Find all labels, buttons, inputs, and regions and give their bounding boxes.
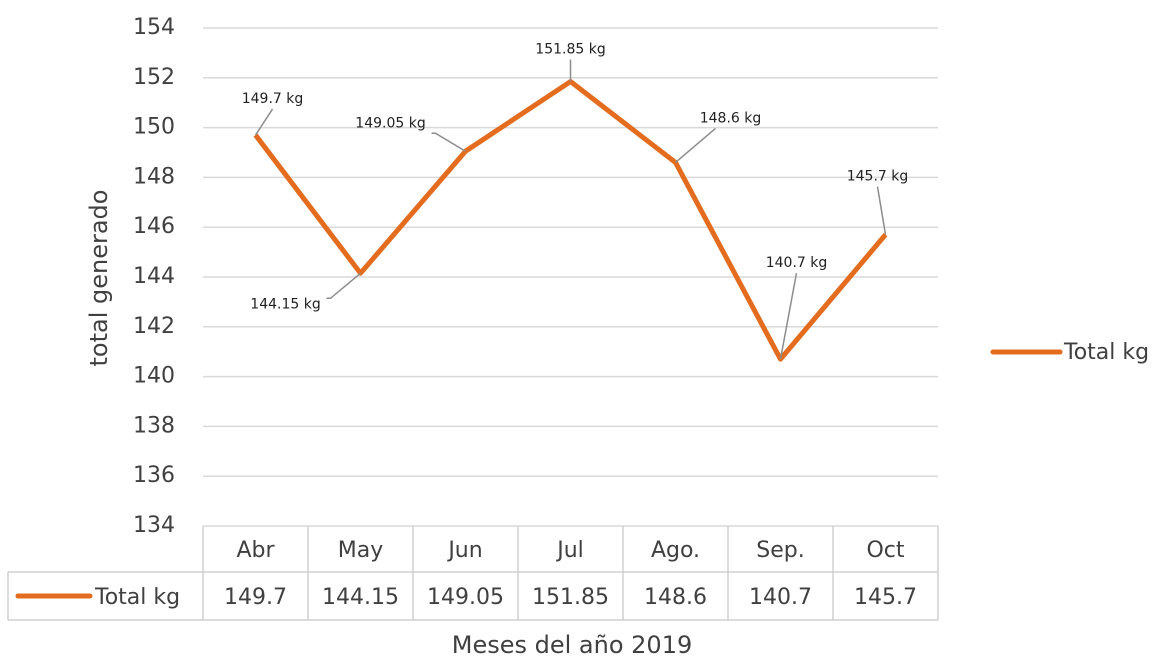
- data-label: 149.7 kg: [242, 91, 304, 107]
- x-tick-label: Sep.: [756, 538, 804, 563]
- leader-line: [675, 127, 716, 164]
- table-value: 144.15: [322, 585, 399, 610]
- table-value: 149.7: [224, 585, 287, 610]
- x-tick-label: Ago.: [651, 538, 700, 563]
- data-label: 145.7 kg: [847, 169, 909, 185]
- y-tick-label: 140: [133, 364, 175, 389]
- data-label: 149.05 kg: [355, 115, 425, 131]
- y-tick-label: 152: [133, 65, 175, 90]
- data-label: 144.15 kg: [250, 296, 320, 312]
- table-value: 148.6: [644, 585, 707, 610]
- leader-line: [254, 108, 274, 136]
- y-tick-label: 138: [133, 413, 175, 438]
- legend-label: Total kg: [1063, 340, 1149, 365]
- table-value: 149.05: [427, 585, 504, 610]
- x-tick-label: Abr: [236, 538, 275, 563]
- data-label: 148.6 kg: [700, 110, 762, 126]
- table-value: 145.7: [854, 585, 917, 610]
- y-tick-label: 148: [133, 164, 175, 189]
- leader-line: [876, 186, 887, 235]
- table-series-name: Total kg: [94, 585, 180, 610]
- leader-line: [431, 132, 466, 152]
- y-tick-label: 134: [133, 513, 175, 538]
- table-value: 151.85: [532, 585, 609, 610]
- x-axis-label: Meses del año 2019: [452, 631, 692, 658]
- y-tick-label: 144: [133, 264, 175, 289]
- x-tick-label: Oct: [866, 538, 904, 563]
- table-value: 140.7: [749, 585, 812, 610]
- y-tick-label: 154: [133, 15, 175, 40]
- y-tick-label: 142: [133, 314, 175, 339]
- leader-line: [326, 272, 361, 300]
- x-tick-label: Jul: [555, 538, 584, 563]
- leader-line: [779, 273, 798, 360]
- y-axis-label: total generado: [85, 190, 113, 367]
- y-tick-label: 146: [133, 214, 175, 239]
- y-tick-label: 136: [133, 463, 175, 488]
- data-label: 151.85 kg: [535, 42, 605, 58]
- x-tick-label: May: [338, 538, 383, 563]
- y-tick-label: 150: [133, 115, 175, 140]
- series-line: [253, 79, 888, 362]
- x-tick-label: Jun: [446, 538, 482, 563]
- data-label: 140.7 kg: [766, 255, 828, 271]
